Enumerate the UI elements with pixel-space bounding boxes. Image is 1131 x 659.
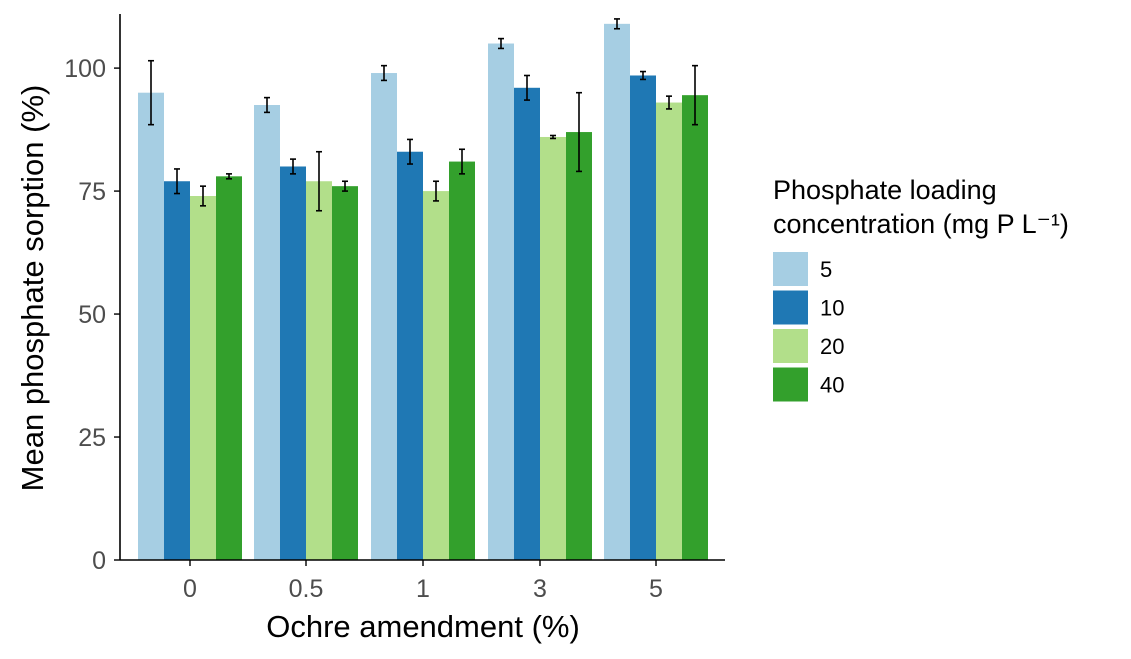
error-bar-1-series-20 <box>433 180 439 202</box>
x-tick-label-3: 3 <box>533 575 547 603</box>
y-tick-label-100: 100 <box>64 55 106 83</box>
bar-0-series-40 <box>216 176 242 560</box>
error-bar-3-series-40 <box>576 91 582 173</box>
legend-label-5: 5 <box>820 257 832 282</box>
legend-swatch-5 <box>773 252 808 286</box>
y-tick-label-50: 50 <box>78 301 106 329</box>
error-bar-0-series-40 <box>226 173 232 180</box>
legend-swatch-20 <box>773 329 808 363</box>
legend-label-10: 10 <box>820 296 844 321</box>
legend-item-20: 20 <box>773 329 844 363</box>
bar-1-series-40 <box>449 161 475 560</box>
error-bar-0-series-5 <box>148 59 154 126</box>
bar-5-series-5 <box>604 23 630 561</box>
bar-5-series-10 <box>630 75 656 561</box>
bar-0-series-5 <box>138 92 164 561</box>
bar-3-series-5 <box>488 43 514 561</box>
legend-swatch-40 <box>773 367 808 402</box>
legend-title-line1: Phosphate loading <box>773 175 997 205</box>
x-tick-label-0.5: 0.5 <box>289 575 324 603</box>
y-tick-label-75: 75 <box>78 178 106 206</box>
error-bar-1-series-5 <box>381 64 387 82</box>
bar-1-series-10 <box>397 151 423 560</box>
legend-item-40: 40 <box>773 367 844 402</box>
bar-0.5-series-40 <box>332 186 358 560</box>
y-tick-label-25: 25 <box>78 424 106 452</box>
legend-label-40: 40 <box>820 373 844 398</box>
bar-3-series-10 <box>514 87 540 560</box>
bar-0.5-series-10 <box>280 166 306 560</box>
legend-swatch-10 <box>773 290 808 325</box>
error-bar-0.5-series-20 <box>316 150 322 212</box>
y-tick-labels: 0 25 50 75 100 <box>64 55 120 575</box>
legend: Phosphate loading concentration (mg P L⁻… <box>773 175 1069 402</box>
x-tick-labels: 0 0.5 1 3 5 <box>183 560 663 603</box>
error-bar-0-series-20 <box>200 185 206 207</box>
bar-5-series-20 <box>656 102 682 561</box>
y-axis-title: Mean phosphate sorption (%) <box>15 85 50 492</box>
bar-1-series-5 <box>371 73 397 560</box>
error-bar-3-series-5 <box>498 37 504 50</box>
error-bar-0-series-10 <box>174 168 180 195</box>
bar-0.5-series-5 <box>254 105 280 560</box>
error-bar-5-series-10 <box>640 70 646 81</box>
error-bar-5-series-20 <box>666 95 672 110</box>
error-bar-0.5-series-10 <box>290 158 296 175</box>
error-bar-0.5-series-40 <box>342 180 348 192</box>
legend-item-10: 10 <box>773 290 844 325</box>
error-bars-layer <box>148 18 698 212</box>
error-bar-3-series-10 <box>524 74 530 101</box>
x-axis-title: Ochre amendment (%) <box>266 609 580 644</box>
bar-3-series-20 <box>540 136 566 561</box>
bar-0-series-10 <box>164 181 190 561</box>
bar-1-series-20 <box>423 191 449 560</box>
error-bar-3-series-20 <box>550 134 556 140</box>
error-bar-5-series-40 <box>692 64 698 126</box>
x-tick-label-1: 1 <box>416 575 430 603</box>
bar-5-series-40 <box>682 95 708 560</box>
x-tick-label-5: 5 <box>649 575 663 603</box>
bar-3-series-40 <box>566 132 592 560</box>
bar-0.5-series-20 <box>306 181 332 561</box>
error-bar-1-series-10 <box>407 138 413 165</box>
error-bar-0.5-series-5 <box>264 96 270 114</box>
legend-title-line2: concentration (mg P L⁻¹) <box>773 209 1069 239</box>
error-bar-5-series-5 <box>614 18 620 30</box>
y-tick-label-0: 0 <box>92 547 106 575</box>
legend-label-20: 20 <box>820 334 844 359</box>
legend-item-5: 5 <box>773 252 832 286</box>
bar-0-series-20 <box>190 196 216 560</box>
x-tick-label-0: 0 <box>183 575 197 603</box>
error-bar-1-series-40 <box>459 148 465 175</box>
bars-layer <box>138 23 708 561</box>
legend-items: 5 10 20 40 <box>773 252 844 402</box>
